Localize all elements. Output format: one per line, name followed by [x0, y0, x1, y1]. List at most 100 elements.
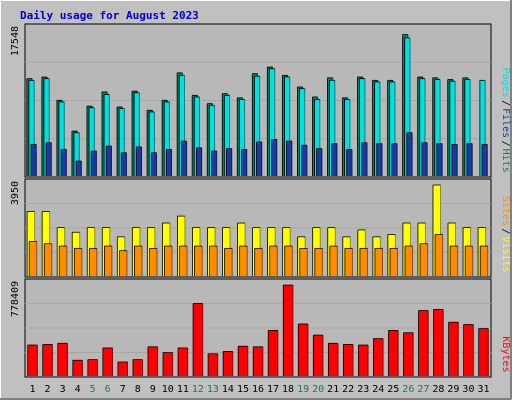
bar-pages-day-1	[30, 143, 37, 176]
bar-pages-day-26	[406, 132, 413, 176]
y-axis-max-label: 778409	[10, 281, 21, 317]
bar-kbytes-day-27	[418, 310, 429, 376]
bar-pages-day-29	[451, 143, 458, 176]
bar-sites-day-23	[359, 247, 368, 276]
x-tick-label-day-19: 19	[297, 384, 309, 395]
bar-kbytes-day-4	[72, 359, 83, 376]
x-tick-label-day-17: 17	[267, 384, 279, 395]
bar-sites-day-8	[134, 245, 143, 276]
bar-sites-day-17	[269, 245, 278, 276]
bar-kbytes-day-7	[117, 361, 129, 376]
x-tick-label-day-15: 15	[237, 384, 249, 395]
bar-kbytes-day-9	[147, 346, 159, 376]
bar-pages-day-8	[135, 146, 142, 176]
bar-kbytes-day-22	[342, 344, 354, 376]
bar-kbytes-day-20	[312, 334, 324, 376]
bar-sites-day-25	[389, 247, 398, 276]
x-tick-label-day-13: 13	[207, 384, 219, 395]
bar-kbytes-day-18	[282, 284, 294, 376]
bar-pages-day-30	[466, 143, 473, 176]
x-tick-label-day-25: 25	[387, 384, 399, 395]
bar-pages-day-22	[346, 148, 353, 176]
bar-kbytes-day-2	[42, 344, 53, 376]
legend-label-pages: Pages	[500, 68, 511, 98]
bar-pages-day-19	[301, 144, 308, 176]
bar-pages-day-28	[436, 143, 443, 176]
bar-kbytes-day-5	[87, 359, 98, 376]
bar-pages-day-27	[421, 142, 428, 176]
y-axis-max-label: 3950	[10, 181, 21, 205]
bar-kbytes-day-10	[162, 352, 174, 376]
bar-kbytes-day-30	[463, 324, 474, 376]
bar-pages-day-10	[165, 148, 173, 176]
legend-separator: /	[500, 141, 511, 147]
x-tick-label-day-18: 18	[282, 384, 294, 395]
bar-pages-day-2	[45, 142, 52, 176]
bar-sites-day-6	[103, 245, 113, 276]
bar-sites-day-29	[449, 245, 459, 276]
bar-pages-day-21	[331, 143, 338, 176]
x-tick-label-day-3: 3	[60, 384, 66, 395]
bar-sites-day-4	[73, 247, 83, 276]
legend-label-files: Files	[500, 108, 511, 138]
bar-kbytes-day-26	[403, 332, 414, 376]
bar-pages-day-25	[391, 143, 398, 176]
x-tick-label-day-21: 21	[327, 384, 339, 395]
bar-kbytes-day-21	[327, 342, 339, 376]
chart-title: Daily usage for August 2023	[20, 9, 199, 22]
bar-sites-day-20	[314, 247, 323, 276]
legend-label-sites: Sites	[500, 196, 511, 226]
bar-pages-day-6	[105, 145, 112, 176]
bar-pages-day-7	[120, 152, 127, 176]
bar-kbytes-day-11	[177, 347, 189, 376]
bar-kbytes-day-28	[433, 308, 444, 376]
bar-sites-day-24	[374, 247, 383, 276]
bar-pages-day-13	[210, 150, 218, 176]
x-tick-label-day-26: 26	[402, 384, 414, 395]
bar-kbytes-day-19	[297, 323, 309, 376]
bar-sites-day-22	[344, 247, 353, 276]
bar-sites-day-31	[479, 245, 489, 276]
y-axis-max-label: 17548	[10, 26, 21, 56]
bar-sites-day-1	[28, 241, 38, 276]
chart-panel-3: 778409 KBytes	[10, 278, 511, 378]
bar-pages-day-14	[226, 148, 233, 176]
bar-pages-day-17	[271, 138, 278, 176]
bar-kbytes-day-31	[478, 328, 489, 376]
bar-pages-day-31	[481, 143, 488, 176]
bar-pages-day-20	[316, 148, 323, 176]
bar-pages-day-16	[256, 141, 263, 176]
bar-sites-day-15	[239, 245, 248, 276]
x-tick-label-day-11: 11	[177, 384, 189, 395]
x-tick-label-day-9: 9	[150, 384, 156, 395]
bar-pages-day-5	[90, 150, 97, 176]
x-tick-label-day-12: 12	[192, 384, 204, 395]
bar-sites-day-30	[464, 245, 474, 276]
x-tick-label-day-8: 8	[135, 384, 141, 395]
x-tick-label-day-1: 1	[30, 384, 36, 395]
bar-kbytes-day-29	[448, 321, 459, 376]
x-tick-label-day-20: 20	[312, 384, 324, 395]
legend-label-hits: Hits	[500, 149, 511, 173]
bar-sites-day-11	[179, 245, 188, 276]
x-tick-label-day-28: 28	[432, 384, 444, 395]
x-tick-label-day-2: 2	[45, 384, 51, 395]
bar-kbytes-day-6	[102, 347, 113, 376]
bar-kbytes-day-23	[358, 344, 369, 376]
x-tick-label-day-16: 16	[252, 384, 264, 395]
x-tick-label-day-6: 6	[105, 384, 111, 395]
bar-sites-day-9	[149, 247, 158, 276]
bar-sites-day-12	[194, 245, 203, 276]
bar-pages-day-18	[286, 140, 293, 176]
legend: Pages / Files / Hits	[500, 68, 511, 173]
x-tick-label-day-29: 29	[447, 384, 459, 395]
x-tick-label-day-4: 4	[75, 384, 81, 395]
bar-pages-day-11	[180, 140, 188, 176]
legend: Sites / Visits	[500, 196, 511, 273]
bar-kbytes-day-8	[132, 359, 144, 376]
bar-sites-day-26	[404, 245, 414, 276]
x-tick-label-day-27: 27	[417, 384, 429, 395]
bar-sites-day-14	[224, 247, 233, 276]
bar-sites-day-10	[164, 245, 173, 276]
